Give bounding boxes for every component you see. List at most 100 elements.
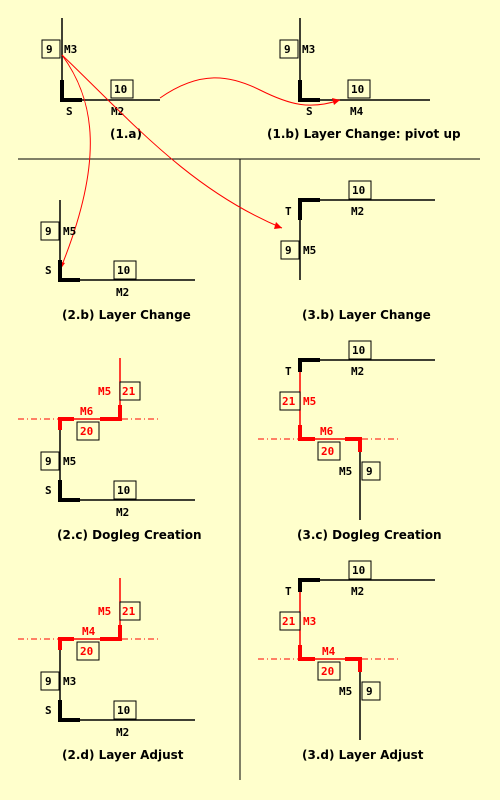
pivot-s-label: S [306, 105, 313, 118]
node-20-box [76, 641, 100, 661]
caption-3c: (3.c) Dogleg Creation [297, 528, 442, 542]
node-20-label: 20 [321, 445, 334, 458]
layer-m3-label: M3 [303, 615, 316, 628]
node-10-box [113, 480, 137, 500]
arrow-to-3b [61, 54, 283, 229]
node-21-label: 21 [282, 395, 296, 408]
node-10-box [348, 560, 372, 580]
layer-m3-label: M3 [63, 675, 76, 688]
transition-arrows [58, 54, 341, 271]
node-10-label: 10 [352, 184, 365, 197]
node-10-box [113, 700, 137, 720]
caption-1a: (1.a) [110, 127, 142, 141]
node-10-box [348, 340, 372, 360]
layer-m5-label: M5 [339, 465, 352, 478]
panel-1b: 9 M3 10 S M4 (1.b) Layer Change: pivot u… [267, 18, 461, 141]
node-9-box [279, 39, 299, 59]
node-9-label: 9 [366, 465, 373, 478]
node-10-box [113, 260, 137, 280]
node-21-box [119, 381, 141, 401]
caption-3d: (3.d) Layer Adjust [302, 748, 424, 762]
node-10-label: 10 [351, 83, 364, 96]
node-9-box [40, 451, 60, 471]
layer-m2-label: M2 [351, 365, 364, 378]
pivot-t-label: T [285, 205, 292, 218]
layer-m3-label: M3 [64, 43, 77, 56]
node-10-label: 10 [352, 564, 365, 577]
arrow-to-3b-head [274, 222, 282, 229]
caption-2d: (2.d) Layer Adjust [62, 748, 184, 762]
layer-m2-label: M2 [351, 585, 364, 598]
layer-m6-label: M6 [80, 405, 94, 418]
pivot-s-label: S [45, 264, 52, 277]
layer-m6-label: M6 [320, 425, 334, 438]
node-9-label: 9 [366, 685, 373, 698]
layer-m4-label: M4 [350, 105, 364, 118]
node-9-box [40, 671, 60, 691]
node-20-label: 20 [80, 645, 93, 658]
panel-2d: M5 21 M4 20 9 M3 S 10 M2 (2.d) Layer Adj… [18, 578, 195, 762]
layer-m2-label: M2 [111, 105, 124, 118]
pivot-s-label: S [45, 704, 52, 717]
node-9-box [361, 461, 381, 481]
node-9-label: 9 [46, 43, 53, 56]
layer-m3-label: M3 [302, 43, 315, 56]
caption-3b: (3.b) Layer Change [302, 308, 431, 322]
layer-m5-label: M5 [339, 685, 352, 698]
node-21-box [279, 391, 301, 411]
caption-2b: (2.b) Layer Change [62, 308, 191, 322]
node-21-box [279, 611, 301, 631]
node-9-box [361, 681, 381, 701]
node-9-box [41, 39, 61, 59]
node-21-label: 21 [282, 615, 296, 628]
node-21-label: 21 [122, 605, 136, 618]
panel-2b: 9 M5 S 10 M2 (2.b) Layer Change [40, 200, 195, 322]
panel-3d: 10 T M2 21 M3 M4 20 M5 9 (3.d) Layer Adj… [258, 560, 435, 762]
node-20-label: 20 [80, 425, 93, 438]
node-10-box [348, 180, 372, 200]
caption-2c: (2.c) Dogleg Creation [57, 528, 202, 542]
node-9-box [280, 240, 300, 260]
pivot-t-label: T [285, 585, 292, 598]
node-21-label: 21 [122, 385, 136, 398]
panel-3c: 10 T M2 21 M5 M6 20 M5 9 (3.c) Dogleg Cr… [258, 340, 442, 542]
node-9-label: 9 [45, 675, 52, 688]
layer-m5-red-label: M5 [98, 385, 111, 398]
pivot-s-label: S [45, 484, 52, 497]
arrow-to-1b-head [332, 98, 340, 105]
node-10-box [347, 79, 371, 99]
arrow-to-1b [159, 77, 341, 106]
node-20-label: 20 [321, 665, 334, 678]
node-20-box [76, 421, 100, 441]
pivot-t-label: T [285, 365, 292, 378]
node-10-label: 10 [117, 704, 130, 717]
pivot-s-label: S [66, 105, 73, 118]
node-10-label: 10 [352, 344, 365, 357]
node-9-box [40, 221, 60, 241]
node-20-box [317, 441, 341, 461]
layer-m4-label: M4 [82, 625, 96, 638]
layer-m2-label: M2 [116, 286, 129, 299]
node-20-box [317, 661, 341, 681]
layer-m5-red-label: M5 [303, 395, 316, 408]
layer-m4-label: M4 [322, 645, 336, 658]
node-9-label: 9 [45, 225, 52, 238]
layer-m2-label: M2 [116, 506, 129, 519]
node-10-box [110, 79, 134, 99]
layer-m5-label: M5 [303, 244, 316, 257]
node-10-label: 10 [114, 83, 127, 96]
panel-3b: 10 T M2 9 M5 (3.b) Layer Change [280, 180, 435, 322]
node-10-label: 10 [117, 484, 130, 497]
layer-m2-label: M2 [351, 205, 364, 218]
panel-2c: M5 21 M6 20 9 M5 S 10 M2 (2.c) Dogleg Cr… [18, 358, 202, 542]
node-10-label: 10 [117, 264, 130, 277]
node-21-box [119, 601, 141, 621]
layer-m2-label: M2 [116, 726, 129, 739]
layer-m5-label: M5 [63, 225, 76, 238]
node-9-label: 9 [45, 455, 52, 468]
arrow-to-2b [59, 54, 91, 271]
node-9-label: 9 [285, 244, 292, 257]
layer-m5-red-label: M5 [98, 605, 111, 618]
